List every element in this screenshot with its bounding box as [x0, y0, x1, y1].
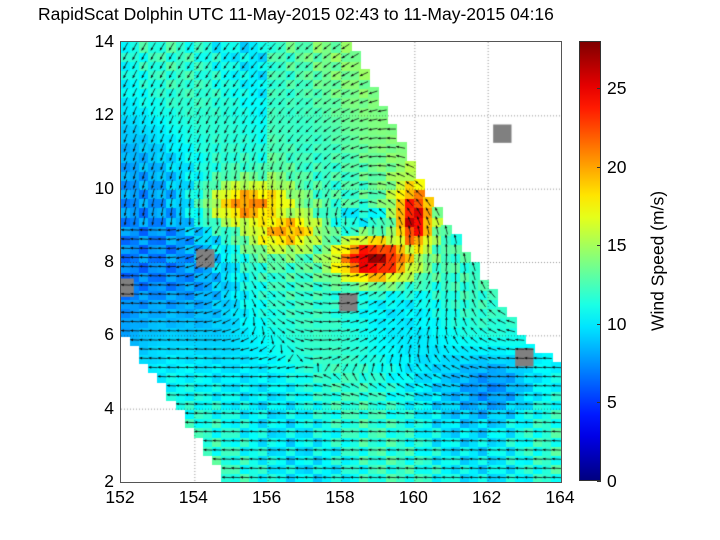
colorbar [579, 41, 601, 481]
x-tick-label: 156 [252, 487, 282, 507]
colorbar-tick-label: 15 [607, 235, 627, 256]
x-tick-label: 158 [325, 487, 355, 507]
colorbar-label: Wind Speed (m/s) [647, 190, 668, 332]
colorbar-tick-label: 10 [607, 313, 627, 334]
plot-area [120, 41, 562, 483]
y-tick-label: 14 [94, 31, 114, 51]
colorbar-tick-mark [597, 245, 601, 247]
y-tick-label: 12 [94, 104, 114, 125]
x-tick-label: 164 [545, 487, 575, 507]
y-tick-label: 4 [104, 397, 114, 418]
colorbar-tick-mark [597, 402, 601, 404]
colorbar-tick-mark [597, 166, 601, 168]
colorbar-tick-mark [597, 323, 601, 325]
colorbar-tick-label: 5 [607, 392, 617, 413]
y-tick-label: 10 [94, 177, 114, 198]
colorbar-tick-mark [597, 88, 601, 90]
x-tick-label: 154 [178, 487, 208, 507]
colorbar-tick-label: 25 [607, 78, 627, 99]
x-tick-label: 160 [398, 487, 428, 507]
wind-speed-heatmap [121, 42, 561, 482]
x-tick-label: 152 [105, 487, 135, 507]
x-tick-label: 162 [472, 487, 502, 507]
y-tick-label: 2 [104, 471, 114, 491]
y-tick-label: 8 [104, 251, 114, 271]
colorbar-tick-label: 20 [607, 156, 627, 177]
colorbar-tick-mark [597, 481, 601, 482]
chart-title: RapidScat Dolphin UTC 11-May-2015 02:43 … [38, 4, 554, 24]
y-tick-label: 6 [104, 324, 114, 345]
colorbar-tick-label: 0 [607, 471, 617, 491]
